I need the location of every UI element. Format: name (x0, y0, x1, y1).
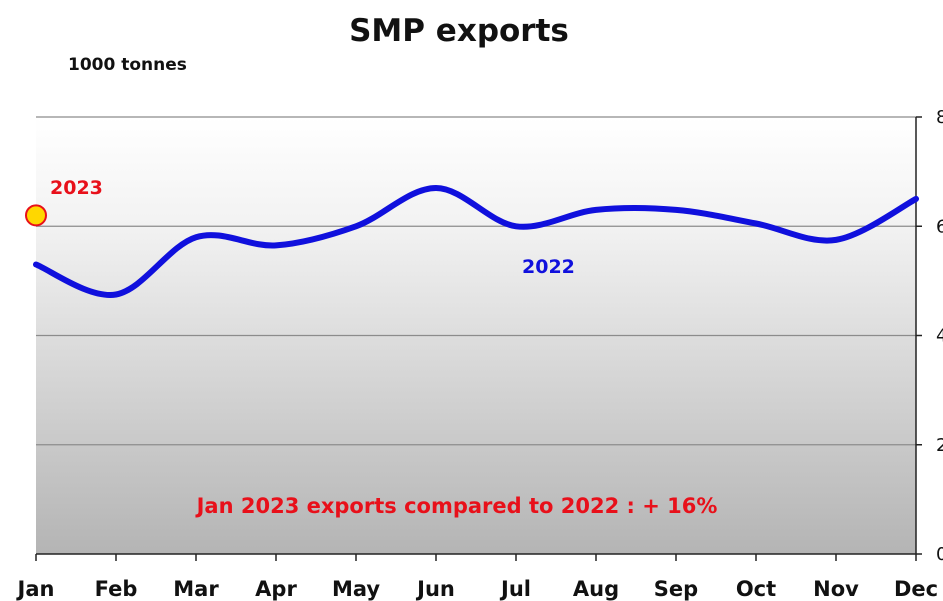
x-tick-label: Jul (499, 577, 531, 601)
series-layer (25, 185, 919, 298)
series-label-2022: 2022 (522, 256, 575, 278)
x-tick-label: May (332, 577, 380, 601)
y-tick-label: 0 (936, 544, 943, 565)
x-tick-label: Jan (16, 577, 55, 601)
x-tick-label: Feb (95, 577, 138, 601)
x-tick-label: Aug (573, 577, 619, 601)
x-tick-label: Apr (255, 577, 297, 601)
x-tick-label: Sep (654, 577, 698, 601)
unit-label: 1000 tonnes (68, 55, 187, 75)
x-tick-label: Jun (415, 577, 455, 601)
y-axis-ticks: 0 20 40 60 80 (916, 107, 943, 565)
y-tick-label: 60 (936, 216, 943, 237)
chart-title: SMP exports (349, 13, 569, 49)
comparison-annotation: Jan 2023 exports compared to 2022 : + 16… (195, 494, 718, 518)
data-point-2023 (25, 204, 47, 227)
y-tick-label: 20 (936, 435, 943, 456)
x-tick-label: Oct (736, 577, 776, 601)
series-line-2022 (33, 185, 919, 298)
x-tick-label: Mar (173, 577, 219, 601)
y-tick-label: 80 (936, 107, 943, 128)
x-axis-ticks: Jan Feb Mar Apr May Jun Jul Aug Sep Oct Nov Dec (16, 554, 938, 601)
y-tick-label: 40 (936, 326, 943, 347)
series-label-2023: 2023 (50, 177, 103, 199)
x-tick-label: Nov (813, 577, 859, 601)
x-tick-label: Dec (894, 577, 938, 601)
